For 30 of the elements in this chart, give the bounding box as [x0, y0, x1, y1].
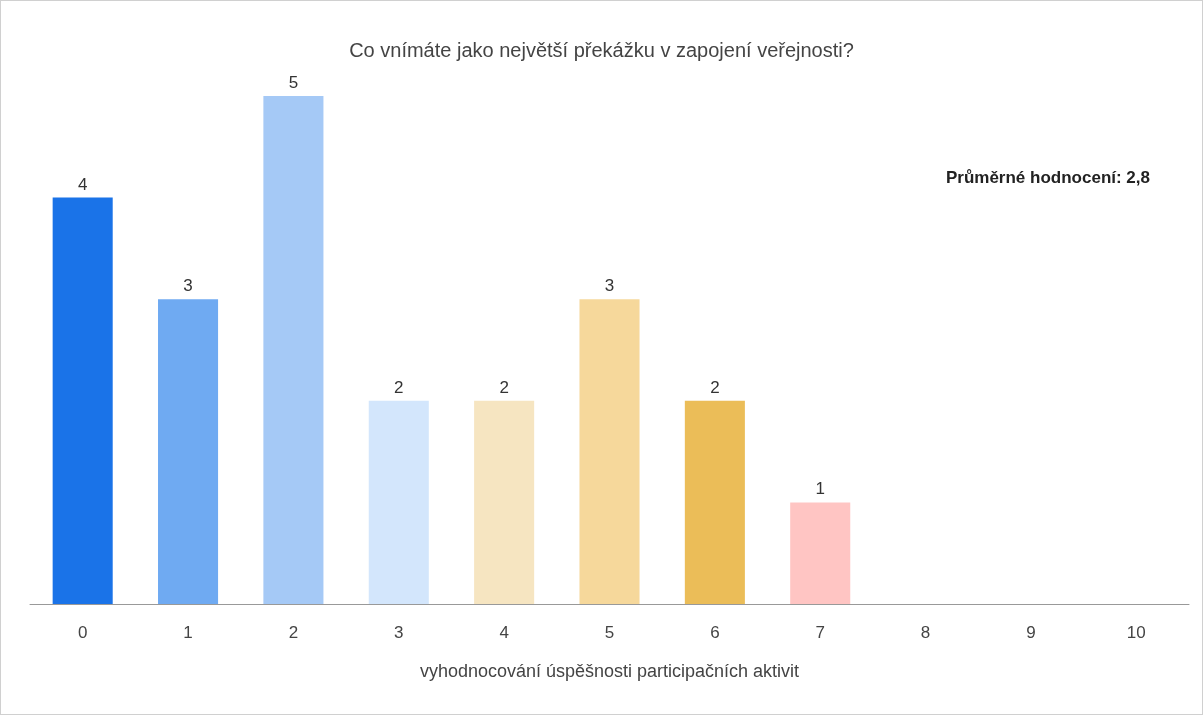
- x-tick-label: 2: [288, 623, 299, 642]
- x-tick-label: 3: [394, 623, 404, 642]
- chart-title: Co vnímáte jako největší překážku v zapojení veřejnosti?: [349, 39, 854, 61]
- x-tick-label: 8: [920, 623, 931, 642]
- bar: [158, 299, 219, 604]
- bar: [474, 400, 535, 604]
- x-tick-label: 10: [1126, 623, 1146, 642]
- x-tick-label: 4: [499, 623, 509, 642]
- x-tick-label: 6: [710, 623, 720, 642]
- x-axis-title: vyhodnocování úspěšnosti participačních aktivit: [419, 661, 800, 681]
- x-tick-label: 0: [77, 623, 88, 642]
- x-tick-label: 5: [604, 623, 615, 642]
- data-label: 5: [288, 73, 299, 92]
- data-label: 3: [604, 276, 615, 296]
- bar: [684, 400, 745, 604]
- annotation: Průměrné hodnocení: 2,8: [945, 168, 1151, 187]
- data-label: 4: [77, 174, 88, 194]
- bar: [52, 197, 113, 604]
- bar: [579, 299, 640, 604]
- x-tick-label: 7: [815, 623, 825, 642]
- bar: [368, 400, 429, 604]
- data-label: 2: [710, 377, 720, 397]
- x-tick-label: 1: [183, 623, 193, 642]
- data-label: 3: [183, 276, 193, 296]
- bar: [790, 502, 851, 604]
- x-tick-label: 9: [1026, 623, 1036, 642]
- data-label: 1: [815, 479, 825, 499]
- bar: [263, 96, 324, 604]
- data-label: 2: [499, 377, 509, 397]
- data-label: 2: [394, 377, 404, 397]
